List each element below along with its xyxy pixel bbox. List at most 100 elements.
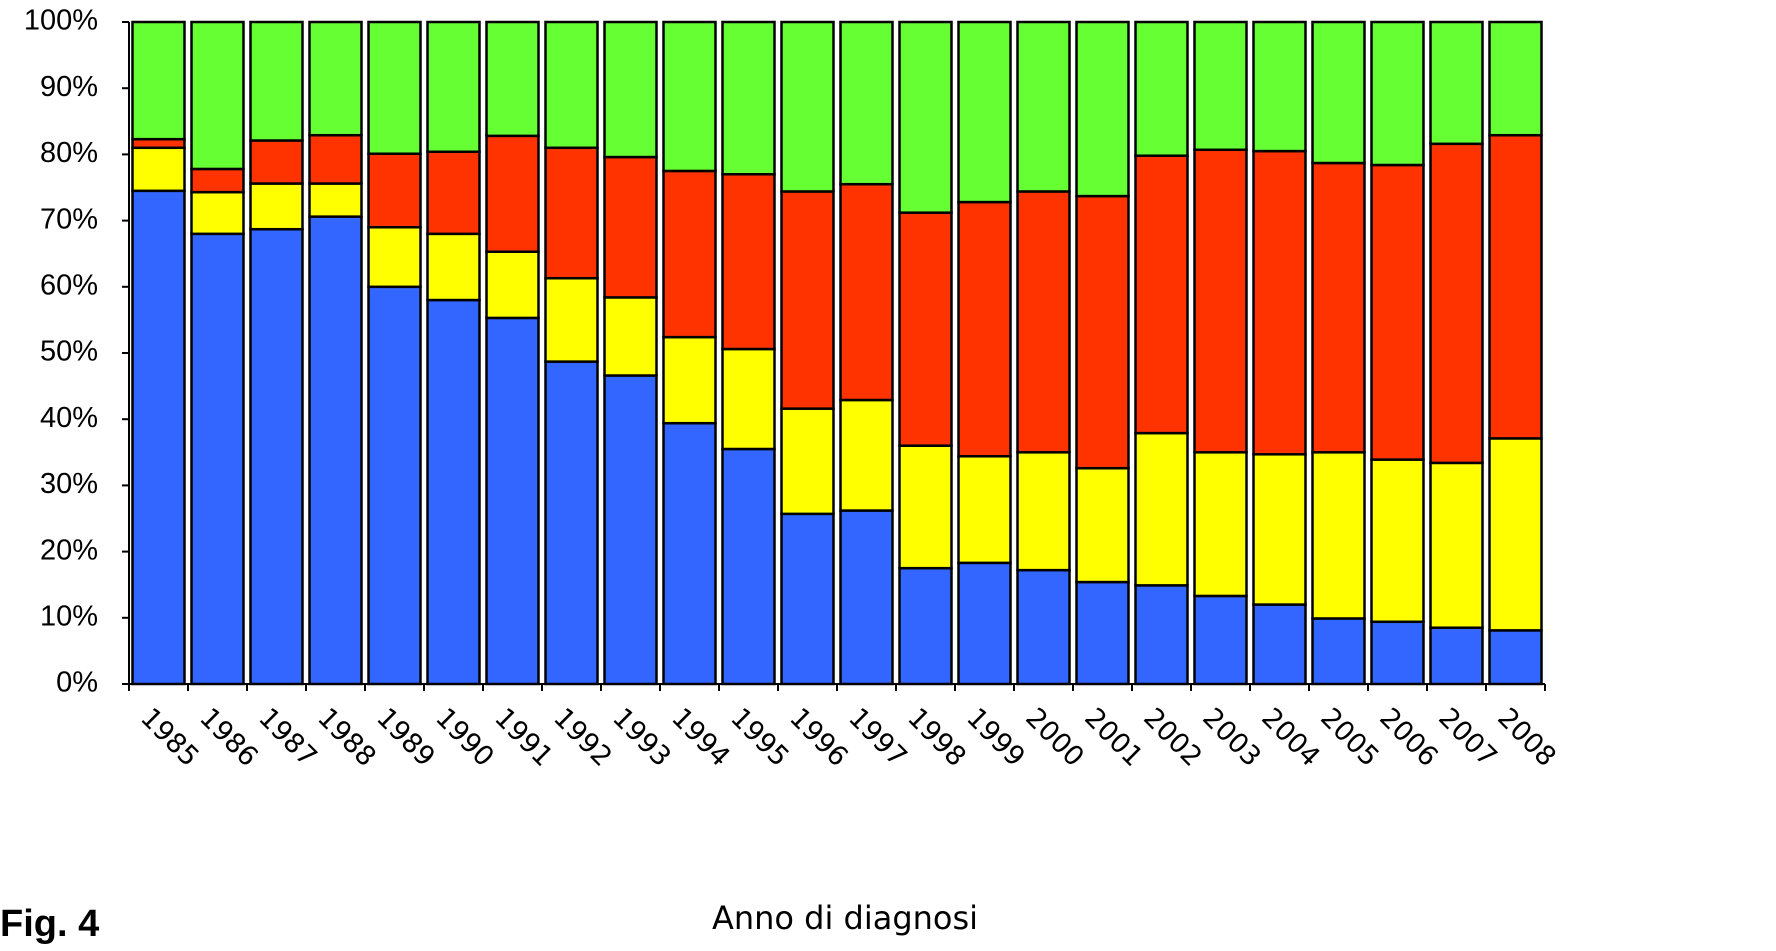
x-tick-label: 2001 [1078,702,1149,773]
bar-segment [1252,453,1307,606]
bar-segment [1075,20,1130,198]
bar-segment [1311,451,1366,620]
x-tick-label: 1991 [488,702,559,773]
bar-segment [1370,20,1425,167]
bar-segment [1252,603,1307,686]
bar-segment [1370,163,1425,461]
bar-segment [1488,20,1543,137]
bar-segment [426,298,481,686]
y-tick-label: 30% [40,468,98,500]
bar-segment [1488,629,1543,686]
bar-segment [603,296,658,377]
x-tick-label: 2003 [1196,702,1267,773]
x-tick-label: 1996 [783,702,854,773]
bar-segment [957,200,1012,458]
bar-segment [839,509,894,686]
bar-segment [1075,466,1130,584]
bar-segment [1252,20,1307,153]
bar-segment [780,190,835,410]
x-tick-label: 1993 [606,702,677,773]
bar-segment [249,182,304,231]
bar-segment [131,20,186,141]
x-tick-label: 1989 [370,702,441,773]
bar-segment [485,250,540,320]
bar-segment [1016,190,1071,454]
bar-segment [957,561,1012,686]
bar-segment [1429,626,1484,686]
x-tick-label: 2004 [1255,702,1326,773]
bar-segment [190,20,245,171]
bar-segment [249,139,304,185]
bar-segment [485,134,540,253]
bar-segment [131,146,186,193]
bar-segment [1016,568,1071,686]
bar-segment [721,347,776,451]
x-tick-label: 1995 [724,702,795,773]
bar-segment [898,444,953,570]
y-tick-label: 60% [40,269,98,301]
bar-segment [780,20,835,193]
x-tick-label: 2005 [1314,702,1385,773]
bar-segment [839,182,894,402]
bar-segment [1370,620,1425,686]
x-tick-label: 1992 [547,702,618,773]
bar-segment [1488,133,1543,440]
y-tick-label: 100% [24,5,98,37]
bar-segment [1429,142,1484,465]
bar-segment [249,20,304,142]
y-tick-label: 0% [56,667,98,699]
x-tick-label: 1985 [134,702,205,773]
bar-segment [662,169,717,339]
bar-segment [1016,20,1071,193]
y-tick-label: 10% [40,600,98,632]
bar-segment [839,398,894,512]
bar-segment [131,137,186,150]
bar-segment [721,20,776,176]
bar-segment [662,20,717,173]
bar-segment [1134,431,1189,587]
bar-segment [308,215,363,686]
bar-segment [367,225,422,289]
bar-segment [603,20,658,159]
bar-segment [1134,154,1189,435]
x-tick-label: 2006 [1373,702,1444,773]
x-axis-title: Anno di diagnosi [712,899,978,937]
bar-segment [1311,20,1366,165]
x-tick-label: 1998 [901,702,972,773]
bar-segment [1193,594,1248,686]
bar-segment [1193,148,1248,454]
y-tick-label: 50% [40,336,98,368]
bar-segment [1016,451,1071,572]
bar-segment [780,512,835,686]
bar-segment [839,20,894,186]
bar-segment [367,152,422,229]
bar-segment [1075,194,1130,470]
bar-segment [603,155,658,299]
x-tick-label: 2007 [1432,702,1503,773]
bar-segment [1193,20,1248,152]
bar-segment [308,133,363,185]
bar-segment [1311,617,1366,686]
y-tick-label: 70% [40,203,98,235]
bar-segment [544,146,599,280]
figure-label: Fig. 4 [0,903,99,945]
x-tick-label: 1999 [960,702,1031,773]
bar-segment [485,316,540,686]
y-tick-label: 40% [40,402,98,434]
bar-segment [544,360,599,686]
bar-segment [308,20,363,137]
bar-segment [426,20,481,154]
bar-segment [308,182,363,218]
bar-segment [190,167,245,194]
x-tick-label: 2000 [1019,702,1090,773]
bar-segment [780,407,835,516]
bar-segment [1311,161,1366,454]
bar-segment [898,211,953,447]
y-tick-label: 20% [40,534,98,566]
bar-segment [1134,584,1189,686]
x-tick-label: 1986 [193,702,264,773]
bar-segment [367,20,422,155]
x-tick-label: 1990 [429,702,500,773]
bar-segment [426,232,481,302]
